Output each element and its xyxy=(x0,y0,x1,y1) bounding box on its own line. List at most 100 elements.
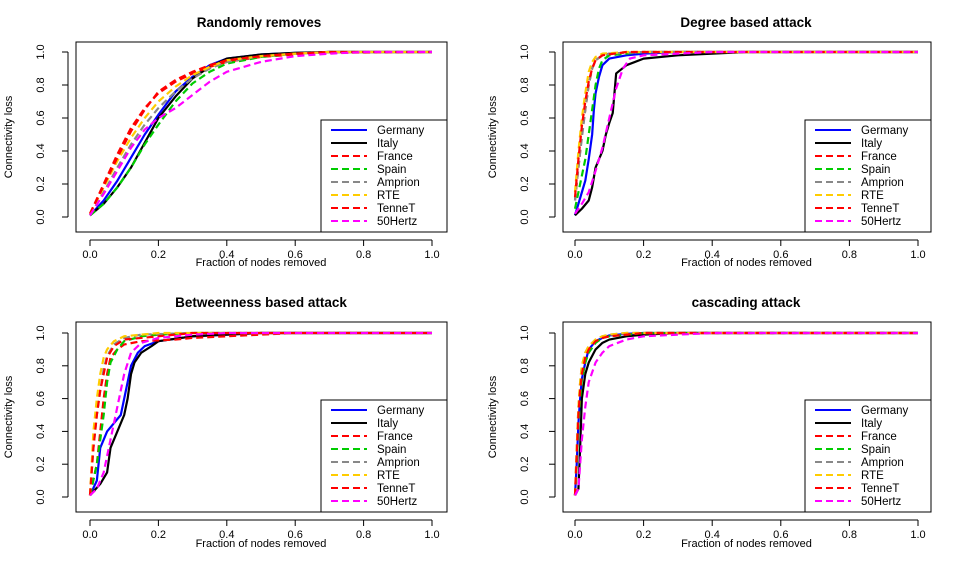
y-tick-label: 0.2 xyxy=(519,457,531,472)
y-axis-title: Connectivity loss xyxy=(3,95,15,178)
legend-box xyxy=(804,399,932,513)
legend-label: France xyxy=(861,151,897,163)
x-tick-label: 0.0 xyxy=(82,529,97,541)
legend-label: Germany xyxy=(861,405,909,417)
chart-panel-1: Randomly removes 0.0 0.2 0.4 0.6 0.8 1.0 0.0 0.2… xyxy=(3,15,448,269)
x-axis-title: Fraction of nodes removed xyxy=(681,538,812,550)
legend-label: Amprion xyxy=(377,177,420,189)
series-line-italy xyxy=(89,331,432,497)
y-tick-label: 0.2 xyxy=(35,457,47,472)
x-tick-label: 0.4 xyxy=(219,529,234,541)
legend-label: Amprion xyxy=(861,177,904,189)
series-line-italy xyxy=(574,331,918,496)
legend-label: TenneT xyxy=(861,483,899,495)
chart-title: cascading attack xyxy=(692,295,801,310)
legend-label: Spain xyxy=(861,164,890,176)
y-axis-title: Connectivity loss xyxy=(487,95,499,178)
legend-label: Amprion xyxy=(861,457,904,469)
y-tick-label: 0.2 xyxy=(35,176,47,191)
legend-label: Spain xyxy=(377,164,406,176)
y-tick-label: 0.0 xyxy=(519,489,531,504)
y-tick-label: 0.0 xyxy=(35,489,47,504)
series-line-tennet xyxy=(88,331,432,496)
legend-label: Italy xyxy=(377,138,398,150)
series-line-50hertz xyxy=(89,50,432,216)
x-tick-label: 0.0 xyxy=(82,249,97,261)
y-tick-label: 0.2 xyxy=(519,176,531,191)
legend-label: France xyxy=(861,431,897,443)
y-tick-label: 0.0 xyxy=(519,209,531,224)
series-line-tennet xyxy=(573,331,918,496)
series-line-germany xyxy=(573,50,918,216)
x-tick-label: 1.0 xyxy=(424,529,439,541)
y-tick-label: 0.4 xyxy=(519,143,531,158)
legend-label: Spain xyxy=(861,444,890,456)
x-tick-label: 0.8 xyxy=(842,249,857,261)
y-tick-label: 0.6 xyxy=(519,391,531,406)
legend-box xyxy=(320,119,448,233)
x-tick-label: 1.0 xyxy=(910,249,925,261)
x-tick-label: 1.0 xyxy=(910,529,925,541)
y-tick-label: 1.0 xyxy=(35,325,47,340)
x-tick-label: 0.8 xyxy=(356,529,371,541)
chart-panel-4: cascading attack 0.0 0.2 0.4 0.6 0.8 1.0 0.0 0.2… xyxy=(487,295,932,550)
x-tick-label: 0.2 xyxy=(636,249,651,261)
legend-label: France xyxy=(377,151,413,163)
legend-label: Italy xyxy=(377,418,398,430)
legend-label: RTE xyxy=(861,190,884,202)
y-tick-label: 0.8 xyxy=(519,77,531,92)
legend-label: Germany xyxy=(377,405,425,417)
x-tick-label: 1.0 xyxy=(424,249,439,261)
x-tick-label: 0.0 xyxy=(567,249,582,261)
legend-label: 50Hertz xyxy=(861,496,902,508)
legend-label: Amprion xyxy=(377,457,420,469)
y-tick-label: 0.4 xyxy=(35,143,47,158)
y-tick-label: 0.8 xyxy=(519,358,531,373)
chart-panel-2: Degree based attack 0.0 0.2 0.4 0.6 0.8 1.0 0.0… xyxy=(487,15,932,269)
series-line-spain xyxy=(88,331,432,496)
y-tick-label: 0.6 xyxy=(35,391,47,406)
x-tick-label: 0.4 xyxy=(705,249,720,261)
x-axis-title: Fraction of nodes removed xyxy=(681,257,812,269)
legend-label: Germany xyxy=(377,125,425,137)
legend-label: France xyxy=(377,431,413,443)
legend-label: TenneT xyxy=(377,483,415,495)
x-tick-label: 0.2 xyxy=(151,529,166,541)
y-tick-label: 0.6 xyxy=(35,110,47,125)
series-line-france xyxy=(88,331,432,496)
chart-title: Degree based attack xyxy=(680,15,812,30)
y-tick-label: 0.6 xyxy=(519,110,531,125)
legend-label: RTE xyxy=(861,470,884,482)
legend-label: TenneT xyxy=(377,203,415,215)
series-line-spain xyxy=(573,50,918,209)
series-line-amprion xyxy=(89,50,432,216)
x-tick-label: 0.2 xyxy=(151,249,166,261)
series-line-rte xyxy=(88,331,432,496)
chart-panel-3: Betweenness based attack 0.0 0.2 0.4 0.6 0.8 1… xyxy=(3,295,448,550)
series-line-tennet xyxy=(573,50,918,198)
x-tick-label: 0.2 xyxy=(636,529,651,541)
x-tick-label: 0.8 xyxy=(356,249,371,261)
legend-label: Germany xyxy=(861,125,909,137)
legend-label: TenneT xyxy=(861,203,899,215)
y-axis-title: Connectivity loss xyxy=(3,375,15,458)
series-line-tennet xyxy=(89,50,432,215)
series-line-50hertz xyxy=(574,50,918,215)
legend-label: Spain xyxy=(377,444,406,456)
series-line-italy xyxy=(574,50,918,217)
legend-label: Italy xyxy=(861,418,882,430)
legend-label: 50Hertz xyxy=(861,216,902,228)
y-tick-label: 0.4 xyxy=(35,424,47,439)
y-tick-label: 0.0 xyxy=(35,209,47,224)
y-tick-label: 1.0 xyxy=(519,325,531,340)
legend-label: Italy xyxy=(861,138,882,150)
x-tick-label: 0.6 xyxy=(288,249,303,261)
chart-title: Betweenness based attack xyxy=(175,295,347,310)
series-line-50hertz xyxy=(89,331,432,497)
legend-box xyxy=(320,399,448,513)
chart-title: Randomly removes xyxy=(197,15,322,30)
legend-label: 50Hertz xyxy=(377,216,418,228)
y-tick-label: 1.0 xyxy=(519,44,531,59)
legend-label: RTE xyxy=(377,190,400,202)
